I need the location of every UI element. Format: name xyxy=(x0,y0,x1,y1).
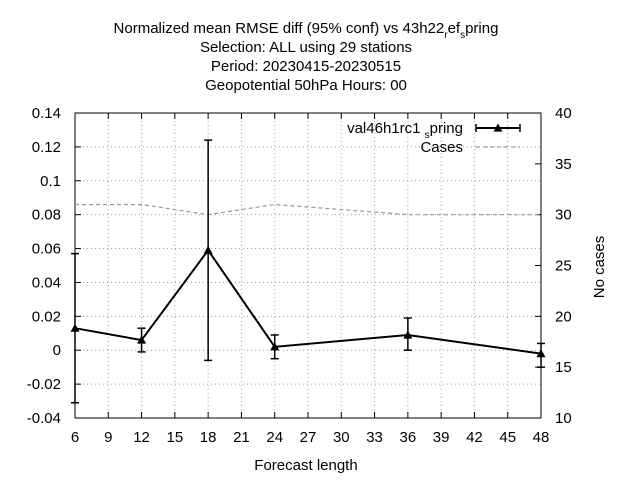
legend-label-val46h1rc1: val46h1rc1 spring xyxy=(347,120,463,141)
y2-tick-label: 25 xyxy=(555,258,572,275)
x-tick-label: 33 xyxy=(366,429,383,446)
legend-marker xyxy=(493,123,503,132)
x-axis-label: Forecast length xyxy=(254,457,357,474)
title-line-4: Geopotential 50hPa Hours: 00 xyxy=(205,77,407,94)
y-tick-label: 0.14 xyxy=(32,105,61,122)
y-tick-label: 0.1 xyxy=(40,173,61,190)
axes: 6 9 12 15 18 21 24 27 30 33 36 39 42 45 48 -0.04 -0.02 0 0… xyxy=(27,105,572,446)
data-point-marker xyxy=(270,342,280,351)
legend: val46h1rc1 spring Cases xyxy=(347,120,521,156)
data-point-marker xyxy=(403,330,413,339)
legend-sample-val46h1rc1 xyxy=(475,123,521,132)
data-point-marker xyxy=(203,245,213,254)
title-line-1: Normalized mean RMSE diff (95% conf) vs … xyxy=(114,20,499,41)
x-tick-label: 45 xyxy=(499,429,516,446)
y2-tick-label: 35 xyxy=(555,156,572,173)
plot-area xyxy=(70,139,546,404)
x-tick-label: 12 xyxy=(133,429,150,446)
grid xyxy=(75,113,541,418)
series-line-val46h1rc1 xyxy=(74,248,542,355)
y-tick-label: 0.06 xyxy=(32,241,61,258)
x-tick-label: 30 xyxy=(333,429,350,446)
y-tick-label: 0.12 xyxy=(32,139,61,156)
data-point-marker xyxy=(536,349,546,358)
data-point-marker xyxy=(137,335,147,344)
title-line-2: Selection: ALL using 29 stations xyxy=(200,39,412,56)
y2-axis-label: No cases xyxy=(591,236,608,299)
y2-tick-label: 10 xyxy=(555,410,572,427)
chart-title: Normalized mean RMSE diff (95% conf) vs … xyxy=(114,20,499,94)
title-line-3: Period: 20230415-20230515 xyxy=(211,58,401,75)
x-tick-label: 9 xyxy=(104,429,112,446)
x-tick-label: 15 xyxy=(167,429,184,446)
y-tick-label: -0.04 xyxy=(27,410,61,427)
x-tick-label: 6 xyxy=(71,429,79,446)
x-tick-label: 27 xyxy=(300,429,317,446)
x-tick-label: 24 xyxy=(266,429,283,446)
y-tick-label: 0 xyxy=(53,342,61,359)
y-tick-label: -0.02 xyxy=(27,376,61,393)
y2-tick-label: 30 xyxy=(555,207,572,224)
y2-tick-label: 40 xyxy=(555,105,572,122)
y-tick-label: 0.08 xyxy=(32,207,61,224)
y2-tick-label: 20 xyxy=(555,308,572,325)
x-tick-label: 21 xyxy=(233,429,250,446)
y-tick-label: 0.04 xyxy=(32,274,61,291)
x-tick-label: 48 xyxy=(533,429,550,446)
x-tick-label: 39 xyxy=(433,429,450,446)
x-tick-label: 42 xyxy=(466,429,483,446)
data-point-marker xyxy=(70,323,80,332)
y-tick-label: 0.02 xyxy=(32,308,61,325)
x-tick-label: 18 xyxy=(200,429,217,446)
x-tick-label: 36 xyxy=(400,429,417,446)
y2-tick-label: 15 xyxy=(555,359,572,376)
legend-label-cases: Cases xyxy=(420,139,463,156)
